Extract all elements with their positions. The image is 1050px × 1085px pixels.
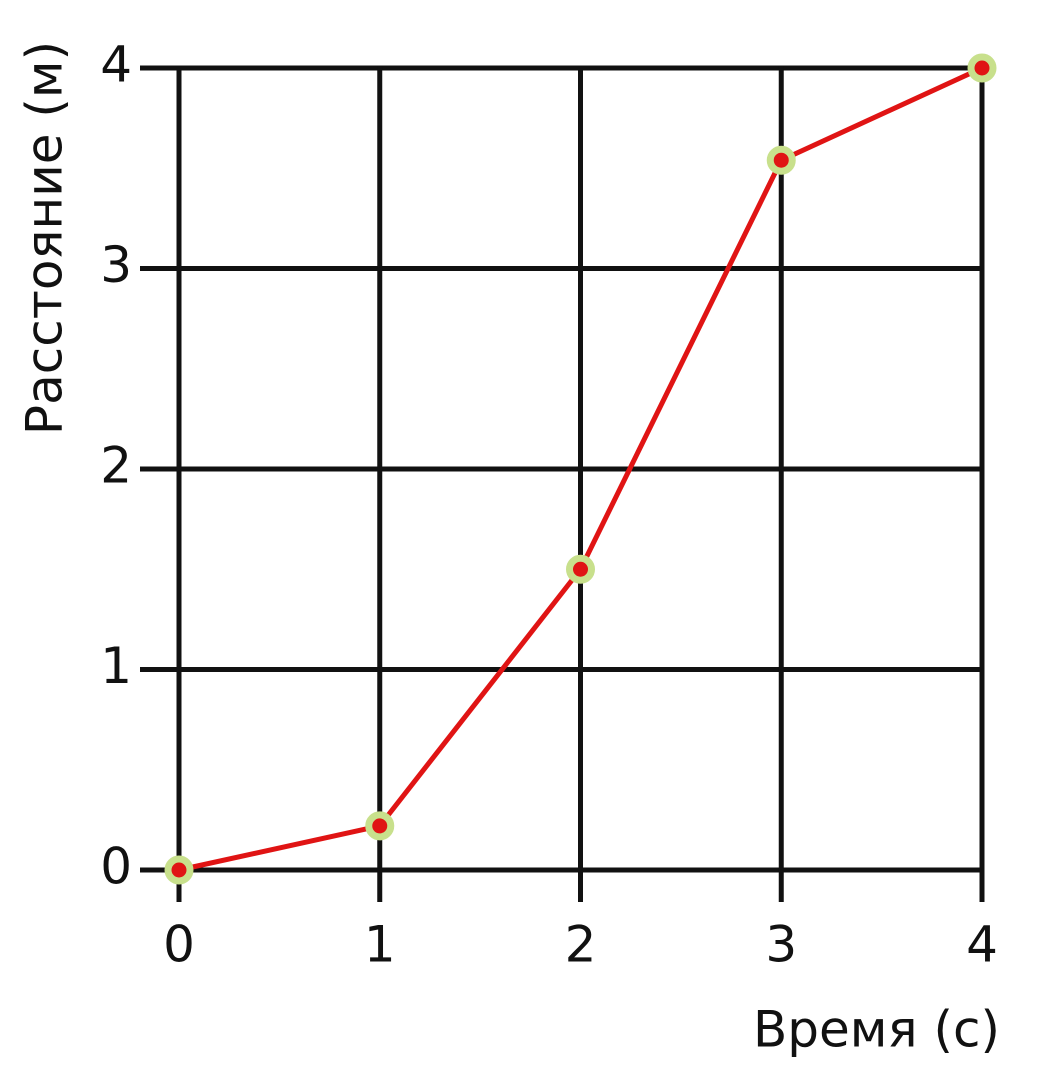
data-point [967,53,997,83]
y-tick-label: 4 [100,36,132,94]
x-tick-label: 0 [163,916,195,974]
data-point [365,811,395,841]
y-tick-label: 0 [100,838,132,896]
y-axis-label: Расстояние (м) [16,41,74,435]
x-tick-label: 2 [565,916,597,974]
data-point [566,554,595,584]
x-tick-label: 4 [966,916,998,974]
x-tick-label: 3 [765,916,797,974]
y-tick-label: 3 [100,236,132,294]
x-tick-label: 1 [364,916,396,974]
data-point [766,145,796,175]
y-tick-label: 2 [100,437,132,495]
data-point [164,855,194,885]
y-tick-label: 1 [100,637,132,695]
x-axis-label: Время (с) [753,1001,1000,1059]
